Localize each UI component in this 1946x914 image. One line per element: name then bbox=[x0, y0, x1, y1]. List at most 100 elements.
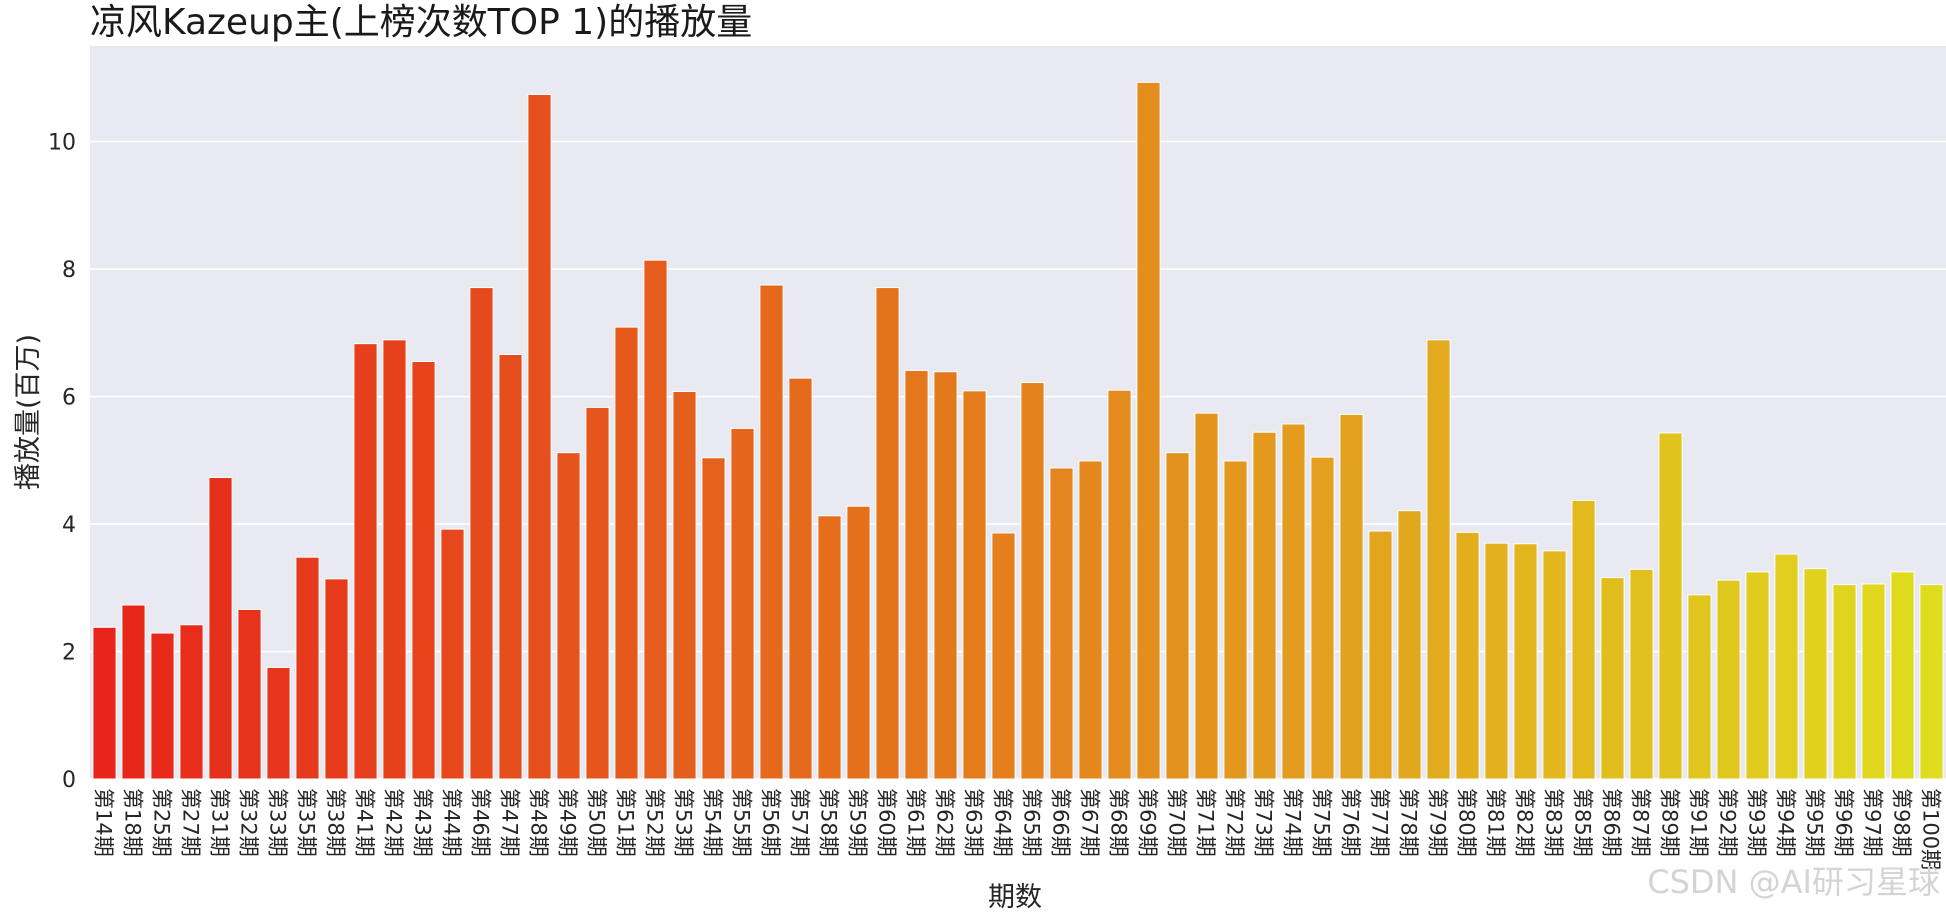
x-tick-label: 第57期 bbox=[788, 788, 812, 857]
y-tick-label: 10 bbox=[48, 131, 76, 156]
bar bbox=[266, 666, 291, 780]
bar bbox=[179, 624, 204, 780]
x-tick-label: 第62期 bbox=[933, 788, 957, 857]
x-tick-label: 第79期 bbox=[1426, 788, 1450, 857]
x-tick-label: 第52期 bbox=[643, 788, 667, 857]
x-axis-label: 期数 bbox=[988, 882, 1042, 913]
y-tick-label: 0 bbox=[62, 768, 76, 793]
bar bbox=[846, 505, 871, 780]
x-tick-label: 第89期 bbox=[1658, 788, 1682, 857]
bar bbox=[1774, 553, 1799, 780]
bar bbox=[92, 626, 117, 780]
x-tick-label: 第93期 bbox=[1745, 788, 1769, 857]
x-tick-label: 第46期 bbox=[469, 788, 493, 857]
x-tick-label: 第14期 bbox=[92, 788, 116, 857]
bar bbox=[614, 326, 639, 780]
x-tick-label: 第51期 bbox=[614, 788, 638, 857]
bar bbox=[643, 259, 668, 780]
x-tick-label: 第83期 bbox=[1542, 788, 1566, 857]
y-tick-label: 8 bbox=[62, 258, 76, 283]
x-tick-label: 第66期 bbox=[1049, 788, 1073, 857]
x-tick-label: 第60期 bbox=[875, 788, 899, 857]
x-tick-label: 第58期 bbox=[817, 788, 841, 857]
bar bbox=[1803, 568, 1828, 780]
bar bbox=[1832, 584, 1857, 780]
bar bbox=[1658, 432, 1683, 780]
bar bbox=[1165, 452, 1190, 780]
y-axis-label: 播放量(百万) bbox=[13, 334, 44, 490]
bar bbox=[1687, 594, 1712, 780]
bar bbox=[1339, 413, 1364, 780]
x-tick-label: 第69期 bbox=[1136, 788, 1160, 857]
bar bbox=[991, 532, 1016, 780]
bar bbox=[730, 427, 755, 780]
bar bbox=[1107, 389, 1132, 780]
x-tick-label: 第56期 bbox=[759, 788, 783, 857]
x-tick-label: 第95期 bbox=[1803, 788, 1827, 857]
x-tick-label: 第63期 bbox=[962, 788, 986, 857]
x-tick-label: 第38期 bbox=[324, 788, 348, 857]
bar bbox=[1455, 531, 1480, 780]
bar bbox=[440, 528, 465, 780]
x-tick-label: 第94期 bbox=[1774, 788, 1798, 857]
x-tick-label: 第86期 bbox=[1600, 788, 1624, 857]
bar bbox=[817, 515, 842, 780]
x-tick-label: 第55期 bbox=[730, 788, 754, 857]
bar bbox=[1397, 510, 1422, 780]
bar bbox=[527, 93, 552, 780]
x-tick-label: 第35期 bbox=[295, 788, 319, 857]
bar bbox=[1310, 456, 1335, 780]
chart-title: 凉风Kazeup主(上榜次数TOP 1)的播放量 bbox=[90, 2, 752, 43]
x-tick-label: 第77期 bbox=[1368, 788, 1392, 857]
bar bbox=[382, 339, 407, 780]
x-tick-label: 第53期 bbox=[672, 788, 696, 857]
x-tick-label: 第59期 bbox=[846, 788, 870, 857]
bar bbox=[150, 632, 175, 780]
bar bbox=[469, 287, 494, 780]
x-tick-label: 第72期 bbox=[1223, 788, 1247, 857]
bar bbox=[1281, 423, 1306, 780]
bar bbox=[1542, 550, 1567, 780]
bar bbox=[1252, 431, 1277, 780]
bar bbox=[904, 369, 929, 780]
bar bbox=[1194, 412, 1219, 780]
bar bbox=[1629, 568, 1654, 780]
y-tick-label: 6 bbox=[62, 386, 76, 411]
y-tick-label: 2 bbox=[62, 641, 76, 666]
x-tick-labels: 第14期 第18期 第25期 第27期 第31期 第32期 第33期 第35期 第38期 第41期… bbox=[92, 788, 1943, 870]
x-tick-label: 第50期 bbox=[585, 788, 609, 857]
x-tick-label: 第71期 bbox=[1194, 788, 1218, 857]
bar bbox=[1861, 583, 1886, 780]
x-tick-label: 第49期 bbox=[556, 788, 580, 857]
x-tick-label: 第67期 bbox=[1078, 788, 1102, 857]
y-tick-label: 4 bbox=[62, 513, 76, 538]
watermark: CSDN @AI研习星球 bbox=[1647, 863, 1940, 901]
x-tick-label: 第98期 bbox=[1890, 788, 1914, 857]
x-tick-label: 第87期 bbox=[1629, 788, 1653, 857]
x-tick-label: 第31期 bbox=[208, 788, 232, 857]
bar bbox=[1600, 577, 1625, 780]
x-tick-label: 第91期 bbox=[1687, 788, 1711, 857]
x-tick-label: 第68期 bbox=[1107, 788, 1131, 857]
x-tick-label: 第78期 bbox=[1397, 788, 1421, 857]
bar bbox=[1136, 81, 1161, 780]
bar bbox=[1368, 530, 1393, 780]
bar bbox=[295, 556, 320, 780]
x-tick-label: 第65期 bbox=[1020, 788, 1044, 857]
bar bbox=[1919, 584, 1944, 780]
x-tick-label: 第44期 bbox=[440, 788, 464, 857]
x-tick-label: 第73期 bbox=[1252, 788, 1276, 857]
x-tick-label: 第48期 bbox=[527, 788, 551, 857]
bar bbox=[556, 452, 581, 780]
x-tick-label: 第85期 bbox=[1571, 788, 1595, 857]
x-tick-label: 第80期 bbox=[1455, 788, 1479, 857]
bar bbox=[1745, 571, 1770, 780]
x-tick-label: 第64期 bbox=[991, 788, 1015, 857]
x-tick-label: 第96期 bbox=[1832, 788, 1856, 857]
bar bbox=[1571, 499, 1596, 780]
bar bbox=[1078, 460, 1103, 780]
bar bbox=[585, 406, 610, 780]
bar bbox=[1223, 460, 1248, 780]
bar bbox=[933, 371, 958, 780]
